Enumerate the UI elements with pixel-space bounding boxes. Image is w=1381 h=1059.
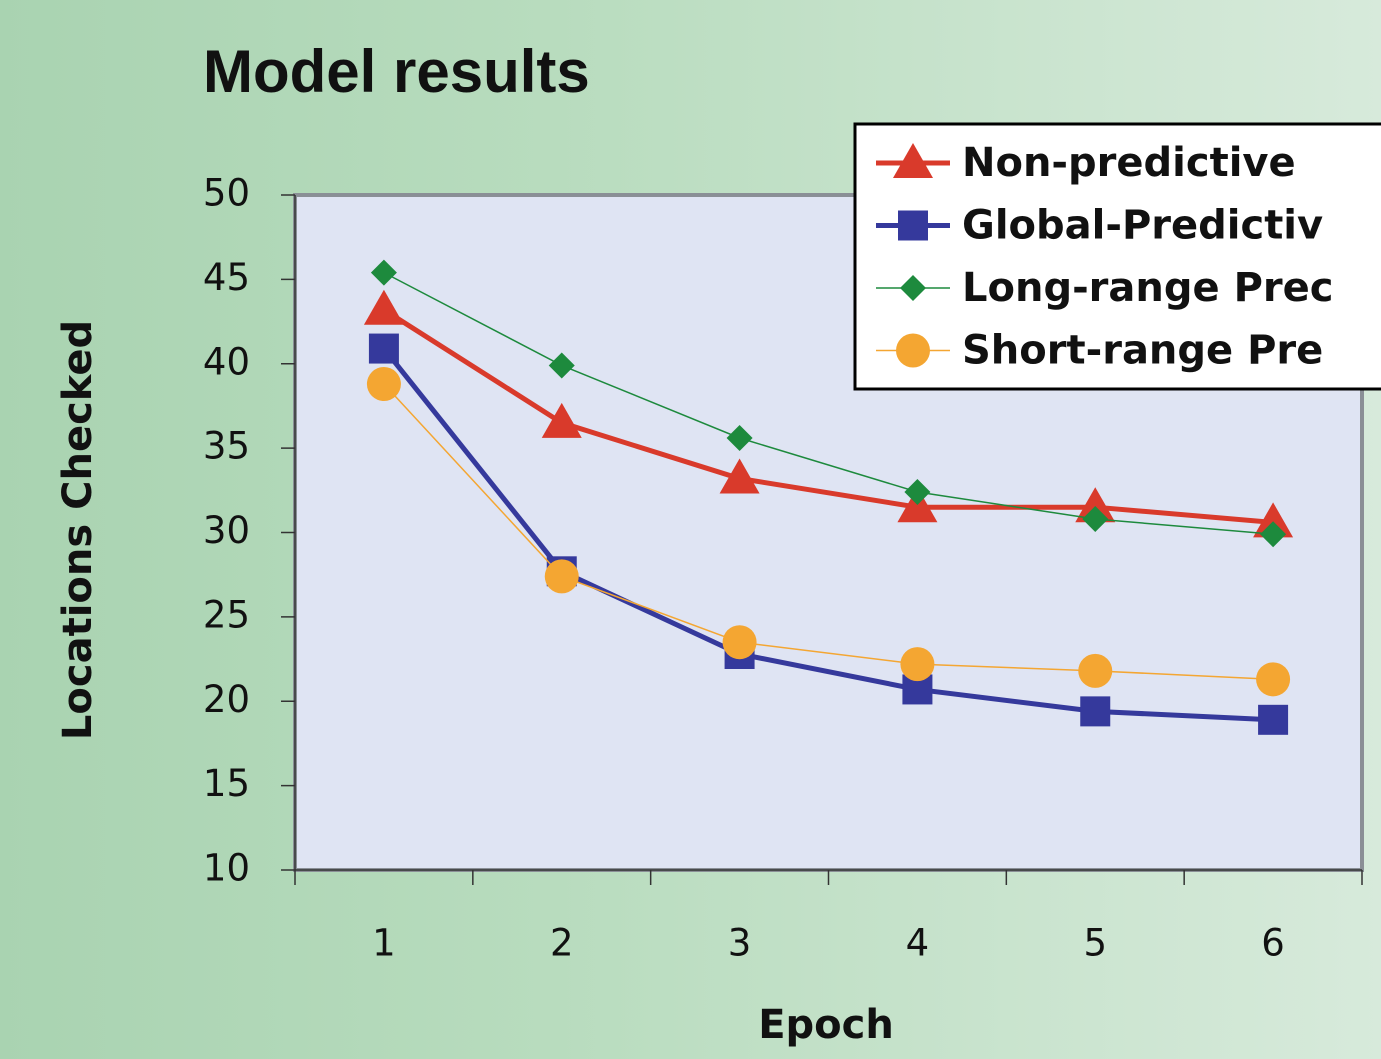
legend-label: Global-Predictiv xyxy=(962,203,1323,249)
y-tick-label: 50 xyxy=(203,172,250,215)
data-point xyxy=(368,333,399,364)
data-point xyxy=(1082,506,1109,532)
legend-marker xyxy=(893,143,933,178)
y-axis-label: Locations Checked xyxy=(55,320,101,740)
x-tick-label: 3 xyxy=(728,922,752,965)
series-line xyxy=(381,347,1274,723)
data-point xyxy=(1075,487,1116,523)
data-point xyxy=(726,425,753,451)
series-line xyxy=(382,307,1274,525)
data-point xyxy=(544,559,579,594)
y-tick-label: 25 xyxy=(203,593,250,636)
data-point xyxy=(722,625,757,660)
y-tick-label: 10 xyxy=(203,847,250,890)
legend-label: Short-range Pre xyxy=(962,328,1323,374)
x-tick-label: 2 xyxy=(550,922,574,965)
data-point xyxy=(1260,521,1287,548)
series-line xyxy=(383,383,1274,681)
data-point xyxy=(1258,704,1289,735)
y-tick-label: 35 xyxy=(203,425,250,468)
data-point xyxy=(548,352,575,379)
legend-box xyxy=(853,122,1381,391)
x-axis-label: Epoch xyxy=(758,1002,894,1048)
legend-label: Non-predictive xyxy=(962,140,1296,186)
data-point xyxy=(363,289,404,325)
data-point xyxy=(1078,653,1113,688)
data-point xyxy=(1256,662,1291,697)
series-line xyxy=(383,271,1274,535)
data-point xyxy=(900,647,935,682)
y-tick-label: 30 xyxy=(203,509,250,552)
data-point xyxy=(1080,696,1111,727)
data-point xyxy=(904,479,931,505)
legend-marker xyxy=(896,333,930,368)
x-tick-label: 5 xyxy=(1083,922,1107,965)
x-tick-label: 6 xyxy=(1261,922,1285,965)
chart-title: Model results xyxy=(203,38,590,105)
x-tick-label: 1 xyxy=(372,922,396,965)
y-tick-label: 40 xyxy=(203,340,250,383)
x-tick-label: 4 xyxy=(906,922,930,965)
data-point xyxy=(541,402,582,438)
data-point xyxy=(370,259,397,286)
legend-label: Long-range Prec xyxy=(962,265,1333,311)
data-point xyxy=(1253,502,1294,538)
legend-marker xyxy=(898,210,928,241)
y-tick-label: 20 xyxy=(203,678,250,721)
data-point xyxy=(366,367,401,401)
y-tick-label: 45 xyxy=(203,256,250,299)
data-point xyxy=(719,458,760,494)
legend-marker xyxy=(900,275,926,301)
y-tick-label: 15 xyxy=(203,762,250,805)
